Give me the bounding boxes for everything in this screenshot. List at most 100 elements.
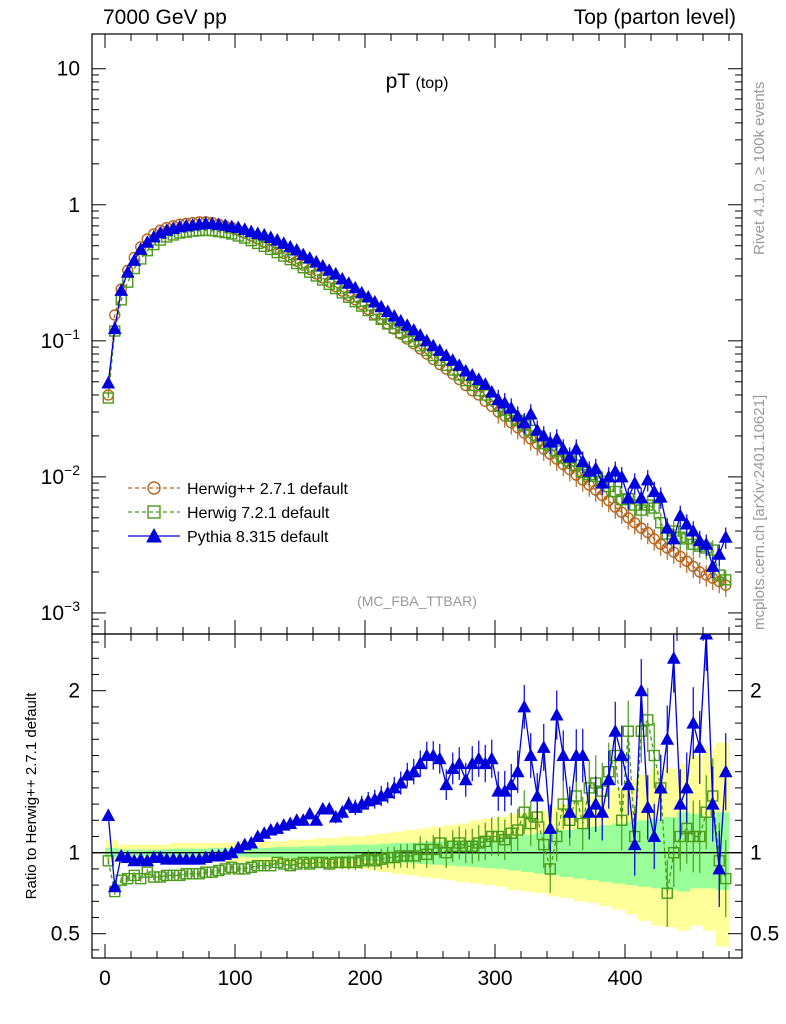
data-point-triangle (309, 813, 324, 826)
data-point-square (525, 817, 537, 830)
data-point-triangle (517, 699, 532, 713)
data-point-triangle (465, 368, 480, 381)
data-point-square (700, 806, 712, 818)
data-point-square (167, 869, 179, 882)
data-point-triangle (283, 239, 298, 253)
data-point-triangle (517, 415, 532, 429)
data-point-square (102, 855, 114, 867)
data-point-square (440, 847, 452, 859)
data-point-square (694, 830, 706, 843)
data-point-triangle (276, 236, 291, 249)
data-point-triangle (575, 454, 590, 467)
data-point-triangle (107, 321, 122, 335)
x-tick-label: 0 (99, 967, 111, 990)
data-point-triangle (595, 476, 610, 489)
data-point-square (291, 257, 303, 270)
data-point-square (388, 851, 400, 864)
data-point-triangle (575, 748, 590, 761)
data-point-triangle (712, 861, 727, 875)
data-point-triangle (497, 784, 512, 797)
data-point-circle (655, 538, 667, 550)
data-point-square (492, 830, 504, 843)
data-point-square (356, 855, 368, 867)
data-point-triangle (614, 748, 629, 761)
data-point-square (226, 861, 238, 873)
data-point-square (304, 858, 316, 870)
data-point-triangle (673, 797, 688, 810)
data-point-square (252, 859, 264, 872)
data-point-triangle (556, 748, 571, 761)
legend-label: Herwig++ 2.7.1 default (187, 481, 349, 498)
data-point-square (635, 725, 647, 737)
data-point-triangle (315, 258, 330, 272)
data-point-triangle (361, 289, 376, 303)
data-point-square (681, 822, 693, 835)
data-point-triangle (569, 442, 584, 455)
data-point-triangle (627, 476, 642, 489)
data-point-square (609, 485, 621, 498)
data-point-square (668, 847, 680, 859)
data-point-triangle (114, 283, 129, 296)
data-point-triangle (536, 428, 551, 442)
data-point-triangle (660, 732, 675, 745)
data-point-square (687, 830, 699, 843)
data-point-square (460, 840, 472, 852)
ratio-y-tick-label-right: 0.5 (750, 923, 779, 946)
data-point-square (213, 864, 225, 877)
data-point-triangle (302, 251, 317, 264)
data-point-triangle (653, 490, 668, 503)
data-point-square (473, 384, 485, 397)
data-point-triangle (679, 517, 694, 530)
data-point-triangle (640, 800, 655, 813)
data-point-square (616, 814, 628, 826)
data-point-square (453, 837, 465, 849)
main-plot-panel: 10−3 10−2 10−1 1 10 pT (top) (MC_FBA_TTBAR) Her… (41, 33, 743, 635)
data-point-triangle (608, 464, 623, 477)
data-point-circle (694, 566, 706, 578)
data-point-triangle (614, 469, 629, 483)
data-point-triangle (452, 756, 467, 770)
data-point-triangle (406, 764, 421, 778)
data-point-square (648, 749, 660, 762)
data-point-triangle (608, 724, 623, 737)
data-point-square (408, 850, 420, 862)
data-point-triangle (556, 442, 571, 455)
data-point-triangle (588, 797, 603, 810)
data-point-triangle (621, 490, 636, 504)
data-point-triangle (510, 408, 525, 422)
data-point-square (317, 856, 329, 869)
data-point-triangle (426, 338, 441, 352)
data-point-triangle (406, 323, 421, 336)
data-point-triangle (699, 537, 714, 550)
data-point-triangle (536, 740, 551, 753)
data-point-square (473, 837, 485, 849)
data-point-triangle (471, 372, 486, 385)
data-point-square (538, 838, 550, 851)
data-point-square (206, 866, 218, 878)
data-point-square (219, 863, 231, 875)
data-point-triangle (439, 777, 454, 791)
data-point-square (200, 866, 212, 878)
data-point-square (128, 869, 140, 882)
data-point-square (245, 861, 257, 873)
data-point-triangle (504, 777, 519, 791)
data-point-triangle (127, 253, 142, 266)
data-point-triangle (530, 788, 545, 802)
data-point-square (258, 859, 270, 872)
data-point-triangle (673, 508, 688, 522)
data-point-square (147, 505, 161, 519)
data-point-triangle (244, 835, 259, 849)
data-point-square (102, 392, 114, 404)
y-tick-label: 10−2 (41, 462, 81, 489)
data-point-triangle (634, 683, 649, 697)
x-tick-label: 400 (607, 967, 642, 990)
data-point-square (310, 856, 322, 869)
data-point-triangle (374, 299, 389, 313)
data-point-triangle (107, 879, 122, 893)
data-point-triangle (523, 406, 538, 420)
data-point-triangle (595, 805, 610, 818)
ratio-y-tick-label: 2 (68, 680, 80, 703)
data-point-square (239, 863, 251, 875)
data-point-square (265, 243, 277, 256)
